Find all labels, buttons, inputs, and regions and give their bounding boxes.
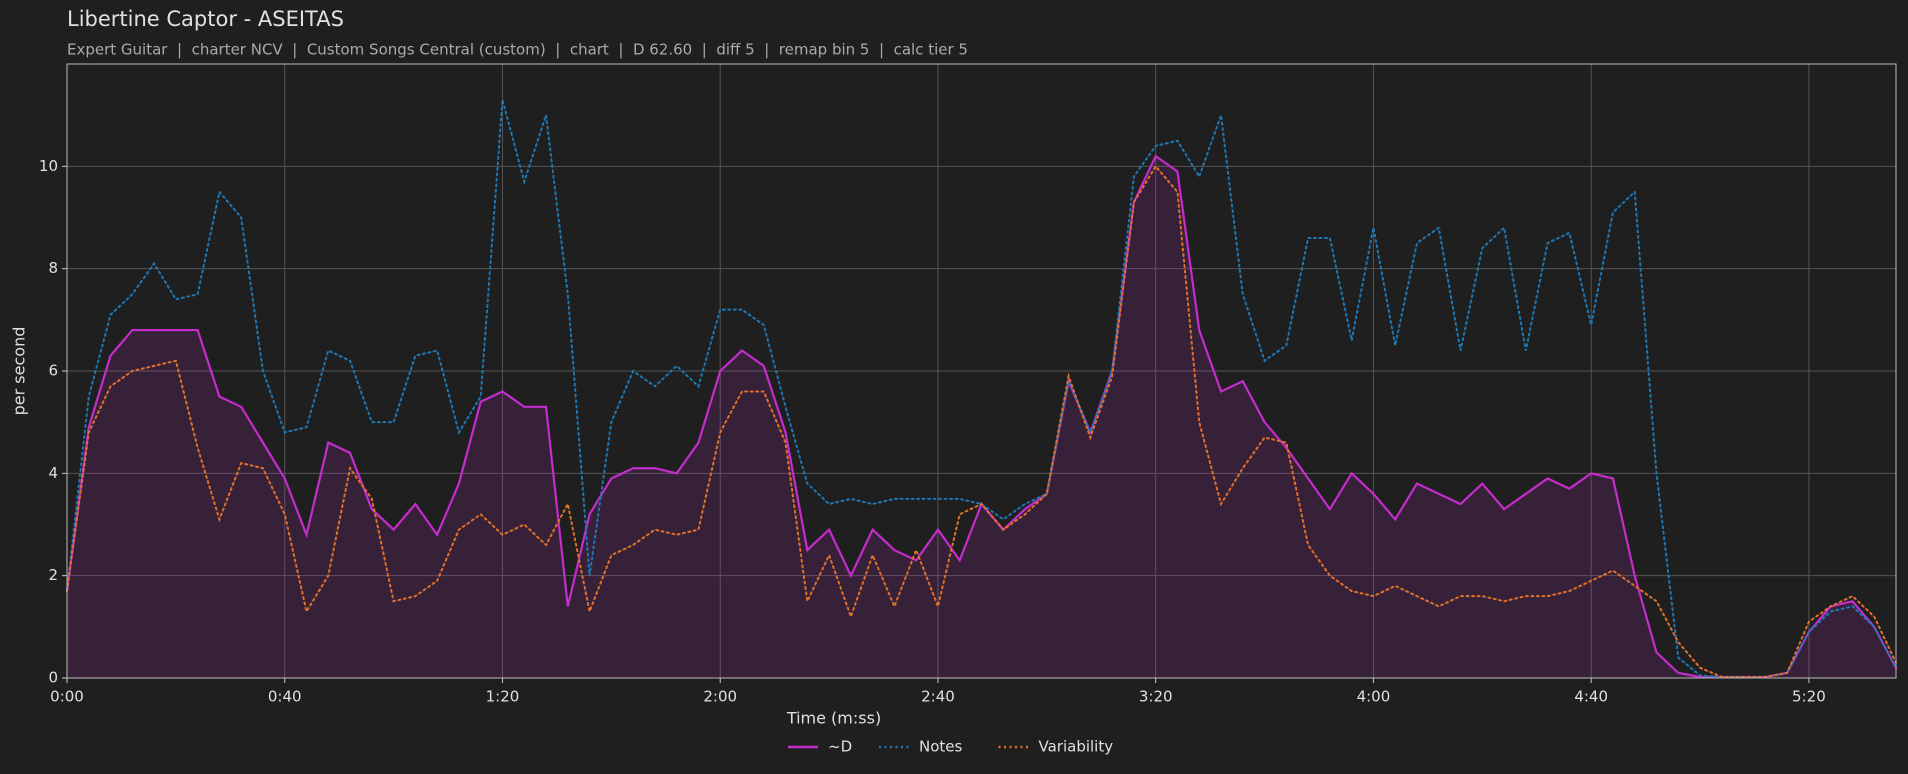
x-tick-label: 4:00: [1357, 688, 1391, 706]
series-line: [66, 164, 1897, 678]
x-tick-label: 5:20: [1792, 688, 1826, 706]
x-tick-label: 0:40: [268, 688, 302, 706]
area-fill: [67, 156, 1896, 679]
x-tick-label: 4:40: [1574, 688, 1608, 706]
y-axis-label: per second: [10, 327, 29, 416]
x-tick-label: 1:20: [486, 688, 520, 706]
y-tick-label: 6: [48, 362, 58, 380]
x-tick-label: 2:00: [703, 688, 737, 706]
y-tick-label: 2: [48, 566, 58, 584]
y-tick-label: 0: [48, 669, 58, 687]
y-tick-label: 4: [48, 464, 58, 482]
legend-label: Notes: [919, 738, 963, 756]
chart-title: Libertine Captor - ASEITAS: [67, 7, 344, 31]
x-axis-label: Time (m:ss): [786, 709, 881, 728]
chart-subtitle: Expert Guitar | charter NCV | Custom Son…: [67, 41, 968, 59]
legend: ~D Notes Variability: [788, 738, 1113, 756]
y-tick-label: 8: [48, 259, 58, 277]
legend-label: ~D: [828, 738, 852, 756]
legend-label: Variability: [1039, 738, 1114, 756]
plot-frame: [66, 63, 1897, 679]
y-tick-label: 10: [39, 157, 58, 175]
x-tick-label: 3:20: [1139, 688, 1173, 706]
x-tick-label: 2:40: [921, 688, 955, 706]
x-tick-label: 0:00: [50, 688, 84, 706]
